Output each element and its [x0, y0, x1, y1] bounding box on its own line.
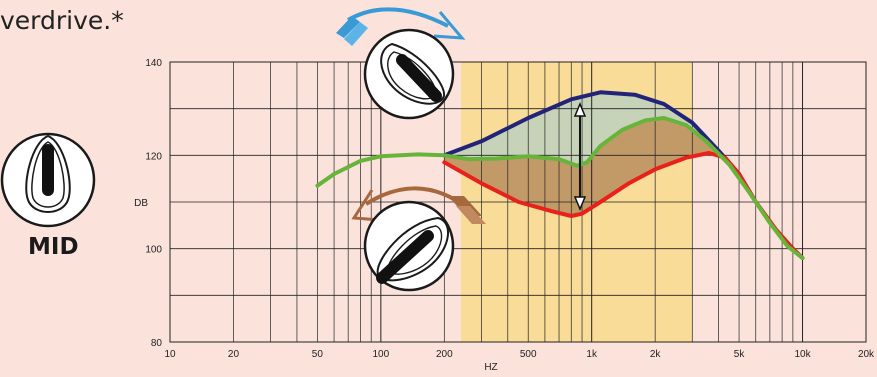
cut-knob-icon[interactable] [351, 186, 486, 292]
x-tick-label: 20 [228, 349, 240, 360]
y-tick-label: 120 [145, 151, 162, 162]
series-flat-line [315, 116, 805, 260]
x-tick-label: 2k [650, 349, 662, 360]
x-tick-label: 50 [312, 349, 324, 360]
x-tick-labels: 10 20 50 100 200 500 1k 2k 5k 10k 20k [164, 349, 875, 360]
x-tick-label: 500 [520, 349, 537, 360]
x-tick-label: 1k [586, 349, 598, 360]
y-tick-label: 140 [145, 58, 162, 69]
mid-knob-label: MID [28, 234, 79, 260]
x-tick-label: 5k [734, 349, 746, 360]
y-axis-label: DB [134, 198, 148, 209]
x-tick-label: 100 [372, 349, 389, 360]
x-tick-label: 10 [164, 349, 176, 360]
page-heading: verdrive.* [0, 6, 124, 35]
x-tick-label: 200 [436, 349, 453, 360]
y-tick-label: 100 [145, 245, 162, 256]
boost-knob-icon[interactable] [336, 7, 466, 120]
range-double-arrow [573, 102, 587, 211]
x-axis-label: HZ [484, 362, 497, 373]
y-tick-label: 80 [151, 338, 163, 349]
x-tick-label: 10k [794, 349, 811, 360]
mid-knob-icon[interactable] [0, 128, 100, 236]
plot-frame [169, 61, 867, 343]
y-tick-labels: 80 100 120 140 [145, 58, 162, 349]
x-tick-label: 20k [858, 349, 875, 360]
